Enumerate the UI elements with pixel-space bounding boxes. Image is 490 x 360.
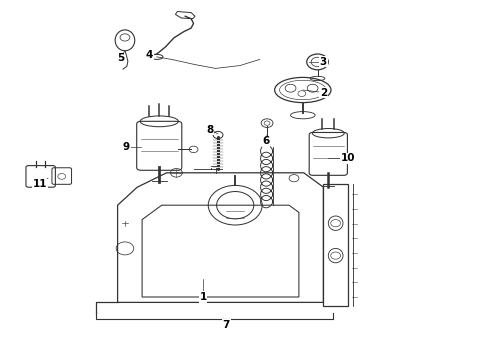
Text: 10: 10 [341, 153, 355, 163]
Text: 8: 8 [206, 125, 213, 135]
Text: 3: 3 [320, 57, 327, 67]
Text: 9: 9 [123, 141, 130, 152]
Text: 4: 4 [146, 50, 153, 60]
Text: 11: 11 [33, 179, 48, 189]
Text: 5: 5 [118, 53, 124, 63]
Text: 1: 1 [200, 292, 207, 302]
Text: 7: 7 [222, 320, 230, 330]
Text: 6: 6 [263, 136, 270, 146]
Text: 2: 2 [320, 87, 327, 98]
